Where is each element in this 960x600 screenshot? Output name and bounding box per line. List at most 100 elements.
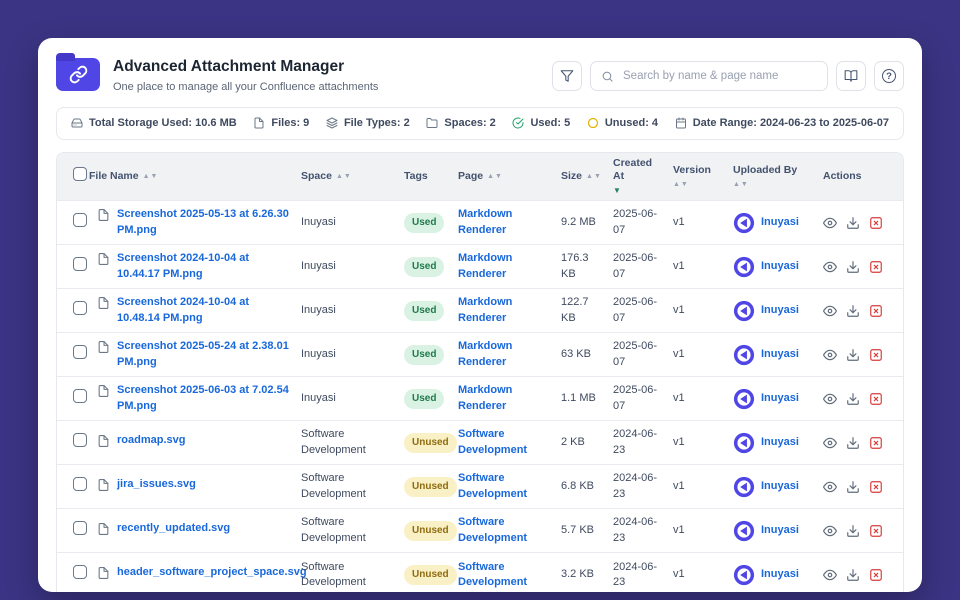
delete-icon[interactable] bbox=[869, 436, 883, 450]
stat-label: File Types: 2 bbox=[343, 117, 410, 130]
download-icon[interactable] bbox=[846, 260, 860, 274]
file-name-link[interactable]: roadmap.svg bbox=[117, 433, 186, 446]
delete-icon[interactable] bbox=[869, 348, 883, 362]
column-header-version[interactable]: Version ▲▼ bbox=[673, 152, 733, 201]
file-name-link[interactable]: Screenshot 2024-10-04 at 10.44.17 PM.png bbox=[117, 252, 250, 280]
tag-badge: Unused bbox=[404, 565, 457, 586]
download-icon[interactable] bbox=[846, 524, 860, 538]
file-name-link[interactable]: jira_issues.svg bbox=[117, 477, 196, 490]
uploader-link[interactable]: Inuyasi bbox=[761, 392, 799, 405]
column-header-space[interactable]: Space ▲▼ bbox=[301, 152, 404, 201]
delete-icon[interactable] bbox=[869, 392, 883, 406]
uploader-link[interactable]: Inuyasi bbox=[761, 260, 799, 273]
delete-icon[interactable] bbox=[869, 568, 883, 582]
uploader-link[interactable]: Inuyasi bbox=[761, 304, 799, 317]
space-name: Software Development bbox=[301, 428, 366, 456]
download-icon[interactable] bbox=[846, 392, 860, 406]
table-row: Screenshot 2024-10-04 at 10.44.17 PM.png… bbox=[57, 244, 903, 289]
page-link[interactable]: Software Development bbox=[458, 472, 528, 500]
row-checkbox[interactable] bbox=[73, 521, 87, 536]
view-icon[interactable] bbox=[823, 568, 837, 582]
download-icon[interactable] bbox=[846, 348, 860, 362]
table-row: Screenshot 2025-06-03 at 7.02.54 PM.png … bbox=[57, 376, 903, 421]
row-checkbox[interactable] bbox=[73, 433, 87, 448]
view-icon[interactable] bbox=[823, 348, 837, 362]
sort-icon: ▲▼ bbox=[335, 172, 352, 180]
column-header-page[interactable]: Page ▲▼ bbox=[458, 152, 561, 201]
delete-icon[interactable] bbox=[869, 480, 883, 494]
download-icon[interactable] bbox=[846, 216, 860, 230]
view-icon[interactable] bbox=[823, 524, 837, 538]
stat-item: Date Range: 2024-06-23 to 2025-06-07 bbox=[675, 117, 889, 130]
created-at: 2025-06-07 bbox=[613, 200, 673, 245]
stat-label: Total Storage Used: 10.6 MB bbox=[89, 117, 237, 130]
version-value: v1 bbox=[673, 508, 733, 553]
uploader-link[interactable]: Inuyasi bbox=[761, 568, 799, 581]
files-icon bbox=[253, 117, 265, 129]
view-icon[interactable] bbox=[823, 304, 837, 318]
page-link[interactable]: Markdown Renderer bbox=[458, 208, 513, 236]
version-value: v1 bbox=[673, 332, 733, 377]
docs-button[interactable] bbox=[836, 61, 866, 91]
row-checkbox[interactable] bbox=[73, 301, 87, 316]
file-name-link[interactable]: Screenshot 2025-05-24 at 2.38.01 PM.png bbox=[117, 340, 289, 368]
row-checkbox[interactable] bbox=[73, 345, 87, 360]
uploader-link[interactable]: Inuyasi bbox=[761, 216, 799, 229]
file-name-link[interactable]: header_software_project_space.svg bbox=[117, 565, 307, 578]
row-checkbox[interactable] bbox=[73, 477, 87, 492]
delete-icon[interactable] bbox=[869, 216, 883, 230]
uploader-link[interactable]: Inuyasi bbox=[761, 524, 799, 537]
column-header-size[interactable]: Size ▲▼ bbox=[561, 152, 613, 201]
page-link[interactable]: Software Development bbox=[458, 516, 528, 544]
sort-icon: ▲▼ bbox=[142, 172, 159, 180]
file-name-link[interactable]: recently_updated.svg bbox=[117, 521, 231, 534]
uploader-link[interactable]: Inuyasi bbox=[761, 480, 799, 493]
tag-badge: Used bbox=[404, 388, 445, 409]
row-checkbox[interactable] bbox=[73, 565, 87, 580]
uploader-link[interactable]: Inuyasi bbox=[761, 436, 799, 449]
help-button[interactable]: ? bbox=[874, 61, 904, 91]
view-icon[interactable] bbox=[823, 260, 837, 274]
page-subtitle: One place to manage all your Confluence … bbox=[113, 80, 379, 93]
page-link[interactable]: Markdown Renderer bbox=[458, 296, 513, 324]
column-header-created-at[interactable]: Created At ▼ bbox=[613, 152, 673, 201]
column-header-uploaded-by[interactable]: Uploaded By ▲▼ bbox=[733, 152, 823, 201]
stat-item: Files: 9 bbox=[253, 117, 309, 130]
row-checkbox[interactable] bbox=[73, 213, 87, 228]
search-input[interactable] bbox=[621, 69, 817, 83]
download-icon[interactable] bbox=[846, 480, 860, 494]
view-icon[interactable] bbox=[823, 392, 837, 406]
row-checkbox[interactable] bbox=[73, 257, 87, 272]
file-name-link[interactable]: Screenshot 2024-10-04 at 10.48.14 PM.png bbox=[117, 296, 250, 324]
file-name-link[interactable]: Screenshot 2025-05-13 at 6.26.30 PM.png bbox=[117, 208, 289, 236]
delete-icon[interactable] bbox=[869, 304, 883, 318]
search-icon bbox=[601, 70, 614, 83]
page-link[interactable]: Software Development bbox=[458, 560, 528, 589]
delete-icon[interactable] bbox=[869, 260, 883, 274]
download-icon[interactable] bbox=[846, 568, 860, 582]
download-icon[interactable] bbox=[846, 304, 860, 318]
search-box[interactable] bbox=[590, 61, 828, 91]
filter-button[interactable] bbox=[552, 61, 582, 91]
column-header-file-name[interactable]: File Name ▲▼ bbox=[89, 152, 301, 201]
file-size: 5.7 KB bbox=[561, 508, 613, 553]
page-link[interactable]: Markdown Renderer bbox=[458, 384, 513, 412]
page-link[interactable]: Markdown Renderer bbox=[458, 340, 513, 368]
unused-icon bbox=[587, 117, 599, 129]
column-label: Page bbox=[458, 169, 484, 182]
uploader-link[interactable]: Inuyasi bbox=[761, 348, 799, 361]
created-at: 2024-06-23 bbox=[613, 420, 673, 465]
column-label: Uploaded By bbox=[733, 164, 798, 177]
row-checkbox[interactable] bbox=[73, 389, 87, 404]
delete-icon[interactable] bbox=[869, 524, 883, 538]
page-link[interactable]: Markdown Renderer bbox=[458, 252, 513, 280]
column-header-tags: Tags bbox=[404, 152, 458, 201]
stat-label: Date Range: 2024-06-23 to 2025-06-07 bbox=[692, 117, 889, 130]
view-icon[interactable] bbox=[823, 216, 837, 230]
file-name-link[interactable]: Screenshot 2025-06-03 at 7.02.54 PM.png bbox=[117, 384, 289, 412]
download-icon[interactable] bbox=[846, 436, 860, 450]
view-icon[interactable] bbox=[823, 436, 837, 450]
select-all-checkbox[interactable] bbox=[73, 167, 87, 182]
view-icon[interactable] bbox=[823, 480, 837, 494]
page-link[interactable]: Software Development bbox=[458, 428, 528, 456]
